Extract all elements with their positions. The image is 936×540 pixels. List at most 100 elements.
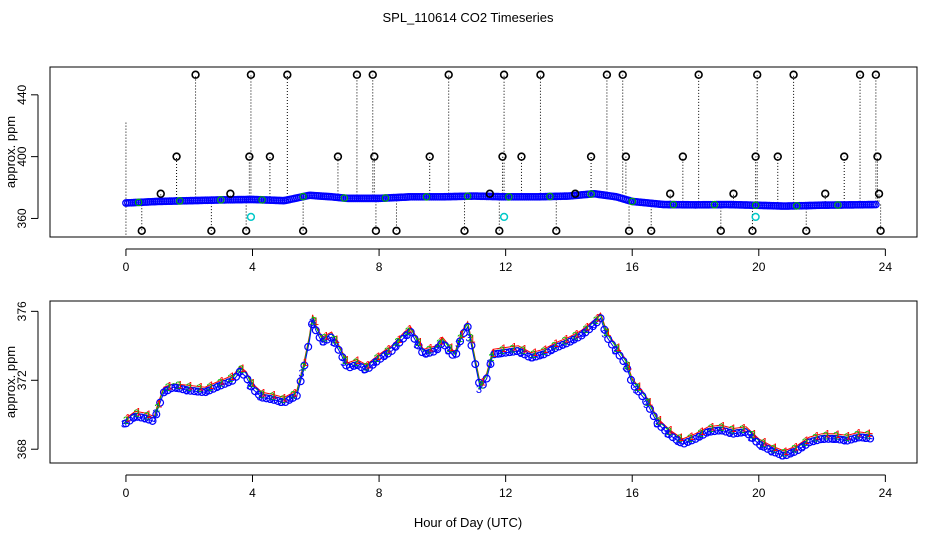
bottom-series-digit-3: 3 bbox=[800, 441, 806, 453]
bottom-circle-point bbox=[835, 435, 844, 444]
top-baseline-accent-point bbox=[669, 200, 678, 209]
bottom-circle-point bbox=[763, 444, 772, 453]
bottom-series-digit-3: 3 bbox=[257, 392, 263, 404]
bottom-series-digit-3: 3 bbox=[591, 319, 597, 331]
bottom-series-digit-2: 2 bbox=[499, 345, 505, 357]
bottom-series-digit-2: 2 bbox=[206, 382, 212, 394]
top-outlier-point bbox=[571, 189, 580, 198]
bottom-series-digit-3: 3 bbox=[215, 381, 221, 393]
bottom-series-digit-2: 2 bbox=[749, 430, 755, 442]
bottom-series-digit-3: 3 bbox=[727, 428, 733, 440]
top-x-tick-label: 0 bbox=[123, 260, 130, 274]
bottom-circle-point bbox=[289, 393, 298, 402]
bottom-y-tick-label: 368 bbox=[15, 439, 29, 459]
bottom-circle-point bbox=[475, 378, 484, 387]
bottom-plot-frame bbox=[49, 300, 918, 464]
bottom-series-digit-3: 3 bbox=[298, 368, 304, 380]
bottom-series-digit-1: 1 bbox=[167, 381, 173, 393]
bottom-series-digit-3: 3 bbox=[810, 436, 816, 448]
bottom-series-digit-3: 3 bbox=[580, 328, 586, 340]
top-baseline-accent-point bbox=[422, 193, 431, 201]
top-baseline-accent-point bbox=[217, 196, 225, 204]
bottom-series-digit-3: 3 bbox=[518, 348, 524, 360]
bottom-series-digit-3: 3 bbox=[371, 357, 377, 369]
bottom-series-digit-1: 1 bbox=[574, 329, 580, 341]
bottom-y-tick-label: 372 bbox=[15, 370, 29, 390]
bottom-series-digit-1: 1 bbox=[344, 355, 350, 367]
bottom-circle-point bbox=[809, 437, 818, 446]
bottom-series-digit-1: 1 bbox=[563, 334, 569, 346]
bottom-circle-point bbox=[611, 346, 620, 355]
bottom-circle-point bbox=[224, 378, 233, 387]
bottom-series-digit-1: 1 bbox=[595, 313, 601, 325]
bottom-circle-point bbox=[820, 434, 829, 443]
top-outlier-point bbox=[370, 152, 379, 161]
bottom-circle-point bbox=[414, 341, 423, 350]
bottom-circle-point bbox=[140, 414, 149, 423]
top-x-tick-label: 24 bbox=[879, 260, 893, 274]
bottom-series-digit-1: 1 bbox=[804, 435, 810, 447]
bottom-series-digit-3: 3 bbox=[549, 344, 555, 356]
bottom-circle-point bbox=[262, 394, 271, 403]
bottom-series-digit-2: 2 bbox=[676, 433, 682, 445]
bottom-series-digit-2: 2 bbox=[614, 343, 620, 355]
bottom-series-digit-2: 2 bbox=[822, 430, 828, 442]
bottom-series-digit-3: 3 bbox=[695, 432, 701, 444]
top-y-tick-label: 440 bbox=[15, 84, 29, 104]
bottom-circle-point bbox=[178, 385, 187, 394]
bottom-series-digit-2: 2 bbox=[854, 430, 860, 442]
top-baseline-accent-point bbox=[710, 200, 719, 209]
top-outlier-point bbox=[855, 70, 865, 79]
bottom-series-digit-2: 2 bbox=[426, 345, 432, 357]
top-outlier-point bbox=[191, 70, 200, 79]
bottom-series-digit-3: 3 bbox=[779, 451, 785, 463]
bottom-series-digit-2: 2 bbox=[603, 327, 609, 339]
bottom-series-digit-3: 3 bbox=[340, 357, 346, 369]
top-baseline-accent-point bbox=[299, 192, 307, 201]
bottom-circle-point bbox=[459, 329, 468, 338]
bottom-circle-point bbox=[771, 448, 780, 457]
bottom-circle-point bbox=[619, 357, 628, 366]
bottom-circle-point bbox=[326, 333, 335, 342]
bottom-circle-point bbox=[156, 398, 165, 407]
bottom-series-digit-3: 3 bbox=[194, 387, 200, 399]
bottom-circle-point bbox=[756, 440, 765, 449]
bottom-circle-point bbox=[718, 426, 727, 435]
top-baseline-accent-point bbox=[381, 194, 390, 202]
top-outlier-point bbox=[495, 226, 504, 236]
bottom-circle-point bbox=[270, 395, 279, 404]
top-outlier-point bbox=[425, 152, 434, 161]
top-outlier-point bbox=[241, 226, 251, 236]
bottom-series-digit-3: 3 bbox=[789, 447, 795, 459]
bottom-series-digit-3: 3 bbox=[570, 334, 576, 346]
bottom-circle-point bbox=[509, 347, 518, 356]
bottom-circle-point bbox=[406, 328, 415, 337]
bottom-series-digit-3: 3 bbox=[643, 399, 649, 411]
bottom-circle-point bbox=[292, 391, 301, 400]
bottom-circle-point bbox=[824, 434, 833, 443]
bottom-series-digit-1: 1 bbox=[689, 431, 695, 443]
top-x-tick-label: 4 bbox=[249, 260, 256, 274]
bottom-series-line-3 bbox=[125, 317, 873, 457]
bottom-series-digit-1: 1 bbox=[396, 334, 402, 346]
bottom-circle-point bbox=[353, 361, 362, 370]
bottom-series-digit-3: 3 bbox=[392, 340, 398, 352]
bottom-series-digit-1: 1 bbox=[198, 382, 204, 394]
bottom-circle-point bbox=[638, 392, 647, 401]
top-outlier-point bbox=[207, 226, 216, 236]
bottom-series-digit-3: 3 bbox=[539, 350, 545, 362]
bottom-series-digit-2: 2 bbox=[353, 357, 359, 369]
bottom-series-digit-2: 2 bbox=[843, 432, 849, 444]
bottom-circle-point bbox=[528, 353, 537, 362]
top-baseline-accent-point bbox=[134, 198, 143, 207]
top-y-tick-label: 400 bbox=[15, 146, 29, 166]
top-outlier-point bbox=[624, 226, 634, 236]
bottom-series-digit-3: 3 bbox=[601, 328, 607, 340]
bottom-circle-point bbox=[566, 337, 575, 346]
bottom-series-digit-2: 2 bbox=[582, 324, 588, 336]
top-y-tick-label: 360 bbox=[15, 208, 29, 228]
bottom-circle-point bbox=[828, 434, 837, 443]
top-baseline-accent-point bbox=[587, 190, 595, 198]
bottom-series-digit-3: 3 bbox=[528, 352, 534, 364]
